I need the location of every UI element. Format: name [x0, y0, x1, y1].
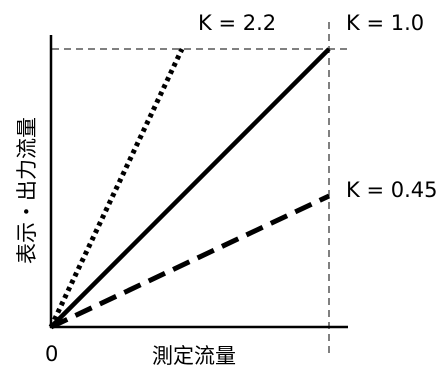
k-line-1-0 — [49, 47, 331, 329]
origin-label: 0 — [45, 342, 58, 366]
k-line-2-2 — [48, 47, 185, 329]
k-label-1-0: K = 1.0 — [346, 11, 424, 35]
k-label-0-45: K = 0.45 — [346, 178, 437, 202]
k-line-0-45 — [49, 193, 331, 330]
k-label-2-2: K = 2.2 — [198, 11, 276, 35]
y-axis-label: 表示・出力流量 — [15, 117, 39, 264]
x-axis-label: 測定流量 — [152, 344, 236, 367]
